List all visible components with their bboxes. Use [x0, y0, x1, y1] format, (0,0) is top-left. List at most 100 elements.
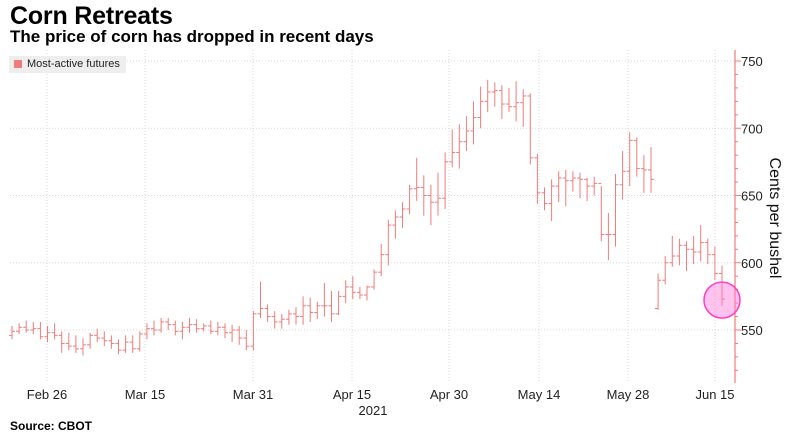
ohlc-bar — [108, 335, 115, 349]
ohlc-bar — [65, 332, 72, 351]
ohlc-bar — [463, 116, 470, 152]
ohlc-bar — [711, 246, 718, 281]
ohlc-bar — [136, 331, 143, 352]
ohlc-bar — [676, 238, 683, 266]
ohlc-bar — [640, 155, 647, 193]
ohlc-bar — [186, 317, 193, 333]
ohlc-bar — [555, 171, 562, 203]
ohlc-bar — [236, 325, 243, 345]
ohlc-bar — [179, 321, 186, 340]
latest-price-highlight — [703, 281, 741, 319]
y-axis: 550 600 650 700 750 — [734, 50, 763, 383]
ohlc-bar — [392, 210, 399, 239]
ohlc-bar — [101, 331, 108, 347]
x-tick-label: Mar 31 — [233, 387, 273, 402]
ohlc-bar — [619, 151, 626, 200]
x-tick-label: Apr 15 — [333, 387, 371, 402]
ohlc-bar — [648, 147, 654, 193]
ohlc-bar — [23, 320, 30, 333]
ohlc-bar — [520, 89, 527, 127]
ohlc-bar — [577, 172, 583, 199]
ohlc-bar — [633, 137, 640, 177]
ohlc-bar — [598, 182, 605, 242]
ohlc-bar — [349, 276, 356, 300]
ohlc-bar — [683, 241, 690, 271]
ohlc-bar — [94, 328, 101, 343]
ohlc-bar — [513, 81, 520, 122]
ohlc-bar — [321, 282, 328, 317]
ohlc-bar — [129, 335, 136, 353]
ohlc-bar — [427, 184, 434, 226]
y-tick-label: 650 — [741, 189, 763, 204]
ohlc-bar — [342, 280, 349, 304]
ohlc-bar — [399, 202, 406, 228]
ohlc-bar — [491, 82, 498, 107]
x-tick-label: Mar 15 — [125, 387, 165, 402]
ohlc-bar — [364, 285, 370, 301]
y-tick-label: 550 — [741, 323, 763, 338]
ohlc-bar — [584, 178, 591, 201]
ohlc-bar — [300, 296, 307, 325]
ohlc-bar — [222, 323, 228, 339]
ohlc-bar — [307, 297, 314, 322]
ohlc-bar — [271, 311, 278, 329]
ohlc-bar — [456, 124, 463, 169]
ohlc-bar — [541, 187, 548, 211]
ohlc-bar — [655, 273, 662, 310]
ohlc-bar — [435, 172, 441, 216]
ohlc-bar — [378, 243, 385, 277]
ohlc-bar — [442, 152, 449, 209]
ohlc-bar — [385, 219, 392, 266]
ohlc-bar — [72, 335, 79, 353]
legend: Most-active futures — [9, 56, 126, 73]
x-tick-label: May 28 — [607, 387, 650, 402]
ohlc-bar — [371, 269, 378, 290]
ohlc-bar — [158, 317, 165, 333]
ohlc-bar — [250, 311, 257, 351]
x-tick-label: Jun 15 — [695, 387, 734, 402]
ohlc-bar — [569, 171, 576, 192]
ohlc-bar — [285, 309, 292, 325]
y-tick-label: 700 — [741, 121, 763, 136]
ohlc-bar — [278, 313, 285, 329]
legend-label: Most-active futures — [27, 58, 120, 70]
ohlc-bar — [293, 307, 299, 325]
ohlc-bar — [207, 320, 214, 335]
ohlc-bar — [80, 338, 86, 356]
x-year-label: 2021 — [359, 403, 388, 418]
ohlc-bar — [527, 93, 534, 165]
ohlc-bar — [115, 339, 122, 355]
ohlc-bar — [626, 132, 633, 187]
ohlc-bar — [719, 265, 725, 306]
ohlc-bar — [172, 320, 179, 336]
ohlc-bar — [264, 304, 271, 322]
ohlc-bar — [257, 281, 264, 318]
y-tick-label: 600 — [741, 256, 763, 271]
ohlc-bar — [498, 85, 505, 119]
ohlc-bar — [662, 256, 669, 285]
ohlc-bar — [165, 317, 172, 330]
ohlc-bar — [143, 323, 150, 340]
ohlc-bar — [37, 321, 44, 340]
ohlc-bar — [30, 321, 37, 335]
ohlc-bar — [229, 324, 236, 343]
ohlc-bar — [335, 290, 342, 316]
x-tick-label: Feb 26 — [27, 387, 67, 402]
ohlc-bar — [506, 87, 512, 113]
ohlc-bar — [356, 286, 363, 300]
ohlc-bar — [16, 323, 23, 335]
ohlc-bar — [669, 235, 676, 267]
ohlc-bar — [200, 323, 207, 332]
ohlc-bar — [193, 319, 200, 333]
ohlc-bar — [612, 173, 619, 247]
ohlc-bar — [484, 79, 491, 113]
ohlc-bar — [58, 331, 65, 353]
ohlc-bar — [314, 301, 321, 320]
ohlc-bar — [243, 330, 250, 351]
ohlc-bar — [690, 235, 697, 265]
ohlc-bar — [697, 225, 704, 262]
x-tick-label: May 14 — [518, 387, 561, 402]
ohlc-bar — [591, 176, 598, 196]
ohlc-bar — [477, 86, 484, 129]
